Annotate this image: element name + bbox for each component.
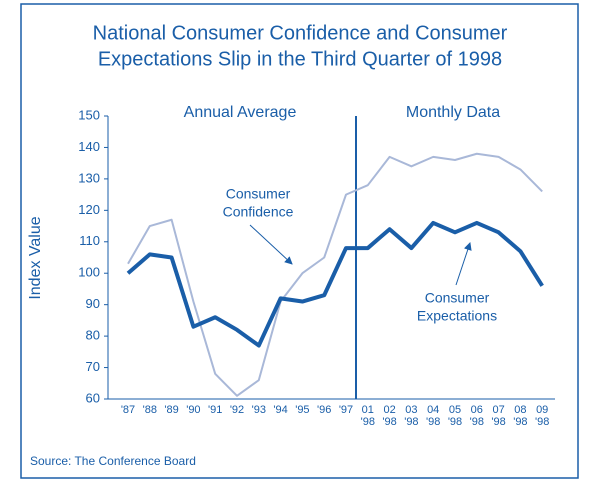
x-tick-label: 09 '98 [535, 404, 550, 428]
x-tick-label: '94 [273, 404, 288, 416]
x-tick-label: 02 '98 [382, 404, 397, 428]
x-tick-label: 03 '98 [404, 404, 419, 428]
x-tick-label: '95 [295, 404, 310, 416]
x-tick-label: '91 [208, 404, 223, 416]
y-tick-label: 80 [86, 328, 100, 343]
y-tick-label: 60 [86, 390, 100, 405]
y-tick-label: 130 [78, 170, 100, 185]
x-tick-label: '97 [338, 404, 354, 416]
series-label: Consumer [425, 290, 490, 306]
x-tick-label: 07 '98 [491, 404, 506, 428]
x-tick-label: '96 [317, 404, 332, 416]
y-tick-label: 120 [78, 202, 100, 217]
chart-title: Expectations Slip in the Third Quarter o… [98, 48, 502, 70]
series-label: Consumer [226, 186, 291, 202]
x-tick-label: '93 [251, 404, 266, 416]
y-tick-label: 140 [78, 139, 100, 154]
chart-title: National Consumer Confidence and Consume… [93, 22, 508, 44]
y-tick-label: 90 [86, 296, 100, 311]
series-line [126, 220, 544, 348]
x-tick-label: '87 [120, 404, 136, 416]
x-tick-label: 06 '98 [469, 404, 484, 428]
y-tick-label: 110 [79, 233, 100, 248]
x-tick-label: '90 [186, 404, 201, 416]
y-axis-label: Index Value [27, 216, 44, 299]
x-tick-label: 08 '98 [513, 404, 528, 428]
series-label: Confidence [223, 204, 294, 220]
y-tick-label: 70 [86, 359, 100, 374]
y-tick-label: 150 [78, 107, 100, 122]
y-tick-label: 100 [78, 265, 100, 280]
source: Source: The Conference Board [30, 454, 196, 468]
series-label: Expectations [417, 308, 497, 324]
arrow [249, 224, 293, 265]
section-label: Annual Average [184, 104, 297, 121]
x-tick-label: 04 '98 [426, 404, 441, 428]
x-tick-label: 01 '98 [360, 404, 375, 428]
series-line [127, 152, 543, 397]
x-tick-label: '89 [164, 404, 179, 416]
section-label: Monthly Data [406, 104, 500, 121]
x-tick-label: '92 [229, 404, 245, 416]
x-tick-label: '88 [142, 404, 157, 416]
x-tick-label: 05 '98 [447, 404, 463, 428]
frame [20, 3, 579, 479]
arrow [455, 242, 472, 286]
